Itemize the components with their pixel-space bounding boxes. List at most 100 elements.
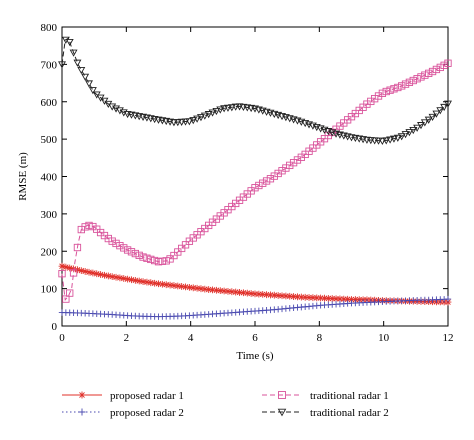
data-point: [259, 290, 267, 298]
data-point: [112, 239, 120, 248]
data-point: [143, 254, 151, 262]
data-point: [150, 256, 159, 265]
data-point: [371, 95, 379, 103]
data-point: [397, 133, 406, 141]
data-point: [216, 106, 225, 114]
data-point: [231, 103, 240, 111]
data-point: [123, 246, 132, 254]
data-point: [278, 391, 286, 399]
data-point: [405, 78, 414, 86]
data-point: [108, 273, 116, 281]
data-point: [278, 292, 286, 300]
x-tick-label: 2: [124, 332, 130, 344]
data-point: [97, 271, 104, 278]
data-point: [201, 285, 209, 293]
series-traditional-radar-1: [58, 59, 452, 303]
data-point: [143, 278, 151, 286]
data-point: [166, 281, 174, 289]
data-point: [196, 114, 205, 122]
legend-item: traditional radar 2: [262, 407, 389, 419]
series-line: [61, 37, 449, 142]
data-point: [224, 104, 232, 112]
data-point: [305, 294, 313, 301]
data-point: [382, 137, 391, 145]
legend-item: traditional radar 1: [262, 390, 389, 402]
data-point: [236, 289, 243, 296]
data-point: [413, 124, 422, 132]
data-point: [205, 286, 213, 293]
data-point: [178, 283, 186, 290]
data-point: [382, 87, 390, 96]
data-point: [66, 264, 74, 272]
data-point: [173, 119, 182, 127]
data-point: [120, 244, 128, 252]
data-point: [274, 169, 282, 178]
data-point: [73, 243, 82, 252]
data-point: [104, 234, 112, 243]
data-point: [116, 241, 124, 250]
data-point: [290, 293, 297, 300]
data-point: [213, 286, 220, 294]
data-point: [69, 49, 78, 57]
data-point: [421, 71, 429, 79]
series-traditional-radar-2: [58, 36, 452, 146]
data-point: [274, 292, 282, 299]
data-point: [267, 291, 274, 299]
data-point: [278, 167, 286, 175]
data-point: [69, 269, 78, 277]
legend-label: traditional radar 1: [310, 390, 389, 402]
data-point: [243, 289, 251, 297]
data-point: [378, 89, 387, 97]
y-axis-label: RMSE (m): [17, 152, 29, 201]
data-point: [85, 268, 93, 276]
data-point: [444, 59, 452, 67]
data-point: [374, 92, 383, 100]
data-point: [309, 294, 317, 302]
data-point: [232, 288, 240, 296]
data-point: [193, 115, 202, 123]
data-point: [409, 127, 418, 135]
data-point: [81, 268, 89, 275]
data-point: [432, 110, 441, 118]
data-point: [389, 135, 398, 143]
data-point: [378, 137, 387, 146]
data-point: [263, 291, 270, 299]
data-point: [255, 181, 263, 190]
data-point: [158, 280, 166, 288]
data-point: [139, 253, 147, 261]
data-point: [162, 281, 170, 289]
data-point: [428, 113, 437, 122]
data-point: [81, 73, 90, 81]
data-point: [200, 112, 209, 120]
data-point: [240, 289, 247, 297]
data-point: [277, 408, 287, 417]
data-point: [351, 296, 359, 303]
data-point: [255, 290, 263, 298]
legend-label: proposed radar 1: [110, 390, 184, 402]
data-point: [181, 118, 190, 126]
data-point: [177, 118, 186, 126]
data-point: [74, 266, 81, 274]
data-point: [321, 294, 328, 302]
data-point: [301, 293, 309, 301]
legend-label: proposed radar 2: [110, 407, 184, 419]
data-point: [77, 66, 86, 75]
data-point: [282, 164, 290, 172]
data-point: [135, 251, 143, 260]
data-point: [293, 156, 302, 164]
data-point: [317, 294, 325, 302]
data-point: [417, 122, 425, 130]
data-point: [386, 86, 394, 94]
legend: proposed radar 1 proposed radar 2 traditio…: [62, 390, 389, 419]
data-point: [324, 294, 332, 302]
data-point: [78, 408, 86, 416]
data-point: [436, 63, 444, 72]
data-point: [85, 80, 93, 88]
y-tick-label: 500: [41, 134, 58, 146]
data-point: [170, 282, 178, 289]
data-point: [420, 119, 429, 127]
x-tick-label: 4: [188, 332, 194, 344]
legend-label: traditional radar 2: [310, 407, 389, 419]
data-point: [112, 273, 120, 281]
data-point: [128, 276, 135, 284]
